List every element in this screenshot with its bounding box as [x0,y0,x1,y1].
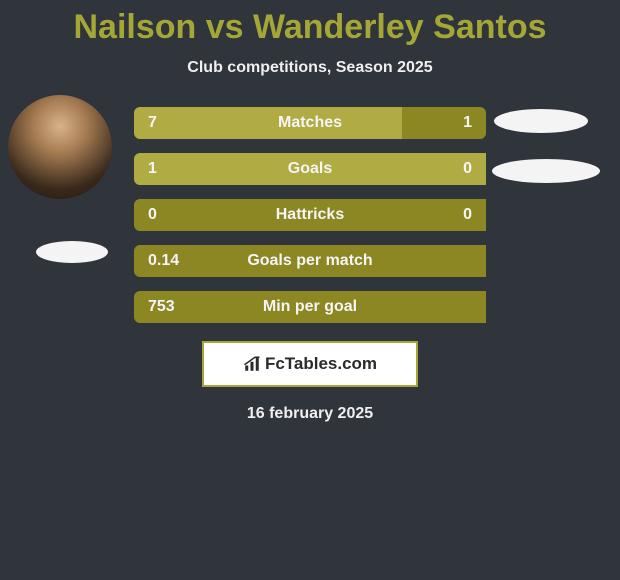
stat-label: Min per goal [134,291,486,323]
stat-label: Hattricks [134,199,486,231]
logo-text: FcTables.com [265,354,377,374]
stat-bars: 71Matches 10Goals 00Hattricks 0.14Goals per… [134,107,486,323]
date-text: 16 february 2025 [247,405,373,423]
page-title: Nailson vs Wanderley Santos [74,8,547,47]
player-left-avatar [8,95,112,199]
player-left-name-plate [36,241,108,263]
stat-label: Goals [134,153,486,185]
fctables-logo[interactable]: FcTables.com [202,341,418,387]
player-right-name-plate-2 [492,159,600,183]
stat-row: 10Goals [134,153,486,185]
comparison-card: Nailson vs Wanderley Santos Club competi… [0,0,620,431]
stat-row: 71Matches [134,107,486,139]
player-right-name-plate-1 [494,109,588,133]
stat-label: Goals per match [134,245,486,277]
stat-row: 753Min per goal [134,291,486,323]
stat-label: Matches [134,107,486,139]
stat-row: 00Hattricks [134,199,486,231]
chart-icon [243,355,261,373]
page-subtitle: Club competitions, Season 2025 [187,59,432,77]
stat-row: 0.14Goals per match [134,245,486,277]
stats-area: 71Matches 10Goals 00Hattricks 0.14Goals per… [0,107,620,323]
